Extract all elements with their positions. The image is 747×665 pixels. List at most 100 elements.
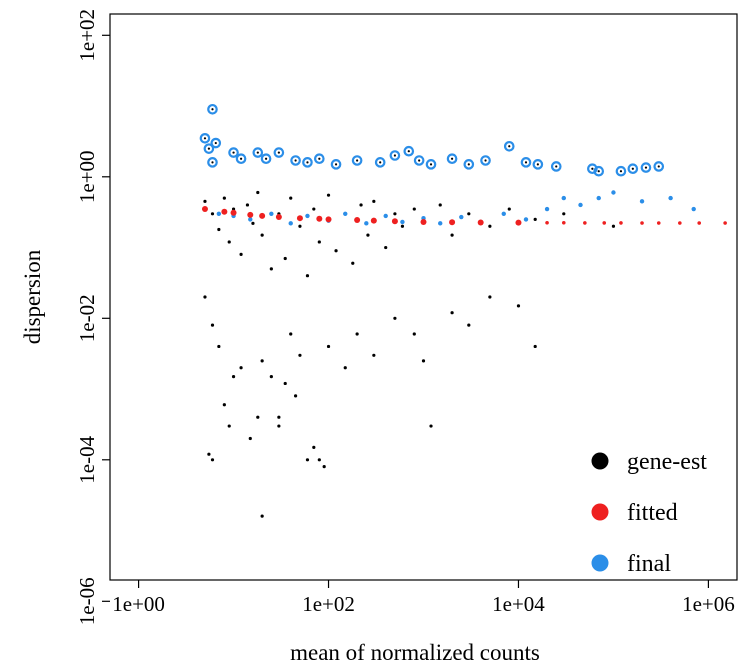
gene-est-point-67: [393, 316, 397, 320]
fitted-point-25: [723, 221, 727, 225]
final-outlier-point-29: [615, 165, 627, 177]
final-outlier-center-6: [239, 157, 243, 160]
gene-est-point-49: [269, 374, 273, 379]
fitted-point-22: [656, 221, 661, 225]
gene-est-point-62: [293, 394, 298, 398]
final-outlier-center-1: [203, 137, 207, 140]
final-outlier-center-22: [484, 159, 487, 162]
gene-est-point-26: [384, 245, 388, 250]
final-point-51: [544, 206, 550, 212]
gene-est-point-8: [251, 221, 255, 225]
gene-est-point-42: [222, 403, 226, 407]
final-point-38: [288, 221, 293, 226]
final-outlier-point-3: [210, 137, 222, 149]
gene-est-point-17: [312, 207, 316, 211]
final-outlier-center-30: [631, 167, 634, 170]
final-outlier-point-6: [235, 153, 247, 165]
y-tick-label: 1e-06: [75, 577, 99, 625]
fitted-point-18: [583, 221, 587, 225]
fitted-point-19: [602, 221, 607, 225]
final-point-44: [400, 219, 405, 225]
gene-est-point-16: [305, 274, 310, 278]
gene-est-point-24: [366, 233, 370, 237]
final-point-53: [578, 202, 583, 208]
gene-est-point-22: [351, 261, 355, 265]
final-point-36: [248, 217, 253, 222]
gene-est-point-47: [256, 415, 260, 419]
final-outlier-center-23: [508, 145, 511, 148]
gene-est-point-2: [217, 227, 221, 232]
gene-est-point-6: [239, 252, 243, 257]
gene-est-point-51: [283, 381, 287, 386]
legend: gene-est fitted final: [591, 449, 707, 577]
final-outlier-center-15: [379, 161, 382, 164]
final-outlier-center-31: [644, 166, 648, 169]
final-outlier-center-0: [211, 108, 214, 111]
fitted-point-1: [221, 208, 228, 215]
final-outlier-point-15: [374, 157, 386, 168]
gene-est-point-72: [467, 323, 471, 327]
fitted-point-24: [697, 221, 702, 225]
final-point-56: [639, 199, 645, 204]
final-outlier-point-4: [207, 157, 218, 168]
gene-est-point-31: [438, 203, 442, 207]
fitted-point-9: [354, 217, 361, 224]
fitted-point-0: [201, 206, 208, 213]
final-outlier-center-25: [536, 163, 539, 166]
final-outlier-point-23: [503, 140, 515, 152]
final-outlier-point-28: [593, 165, 605, 177]
gene-est-point-37: [562, 212, 566, 216]
final-point-49: [501, 211, 506, 216]
legend-marker-fitted: [591, 503, 609, 521]
fitted-point-4: [259, 212, 266, 219]
final-outlier-center-26: [555, 165, 558, 168]
final-point-55: [611, 190, 616, 195]
final-point-50: [523, 217, 529, 222]
gene-est-point-36: [533, 217, 537, 221]
final-outlier-center-19: [429, 163, 433, 166]
final-outlier-point-26: [550, 161, 562, 172]
gene-est-point-70: [429, 424, 433, 428]
legend-marker-gene-est: [591, 452, 609, 470]
gene-est-point-59: [210, 458, 215, 462]
final-outlier-point-21: [463, 159, 475, 170]
final-point-34: [216, 211, 222, 216]
gene-est-point-50: [277, 424, 281, 428]
final-outlier-point-5: [228, 147, 239, 158]
gene-est-point-0: [203, 199, 207, 203]
final-point-52: [561, 195, 566, 201]
gene-est-point-5: [231, 207, 236, 211]
gene-est-point-45: [239, 366, 243, 370]
gene-est-point-29: [412, 207, 416, 211]
gene-est-point-43: [227, 424, 231, 428]
final-outlier-point-18: [413, 155, 425, 166]
gene-est-point-75: [533, 344, 537, 349]
final-outlier-center-8: [264, 157, 268, 160]
gene-est-point-60: [260, 514, 264, 518]
x-tick-label: 1e+04: [492, 592, 545, 616]
gene-est-point-73: [488, 295, 492, 299]
gene-est-point-52: [289, 332, 293, 336]
final-outlier-center-29: [619, 170, 623, 173]
final-point-42: [364, 221, 369, 226]
y-axis-title: dispersion: [20, 249, 45, 344]
gene-est-point-55: [312, 445, 316, 449]
final-outlier-point-13: [330, 159, 342, 170]
gene-est-point-28: [400, 224, 405, 228]
final-outlier-center-10: [294, 159, 297, 162]
legend-label-final: final: [627, 551, 671, 577]
final-outlier-point-11: [302, 157, 313, 168]
gene-est-point-7: [245, 203, 250, 207]
final-outlier-center-28: [597, 170, 600, 173]
final-point-43: [383, 213, 388, 219]
final-outlier-point-17: [403, 145, 415, 157]
final-outlier-point-14: [351, 155, 363, 166]
fitted-points: [201, 206, 727, 226]
final-outlier-center-17: [407, 150, 410, 153]
final-outlier-point-2: [203, 143, 215, 154]
final-outlier-center-27: [591, 167, 594, 170]
gene-est-point-71: [450, 311, 454, 315]
gene-est-point-34: [488, 224, 492, 228]
final-outlier-point-20: [446, 153, 458, 165]
